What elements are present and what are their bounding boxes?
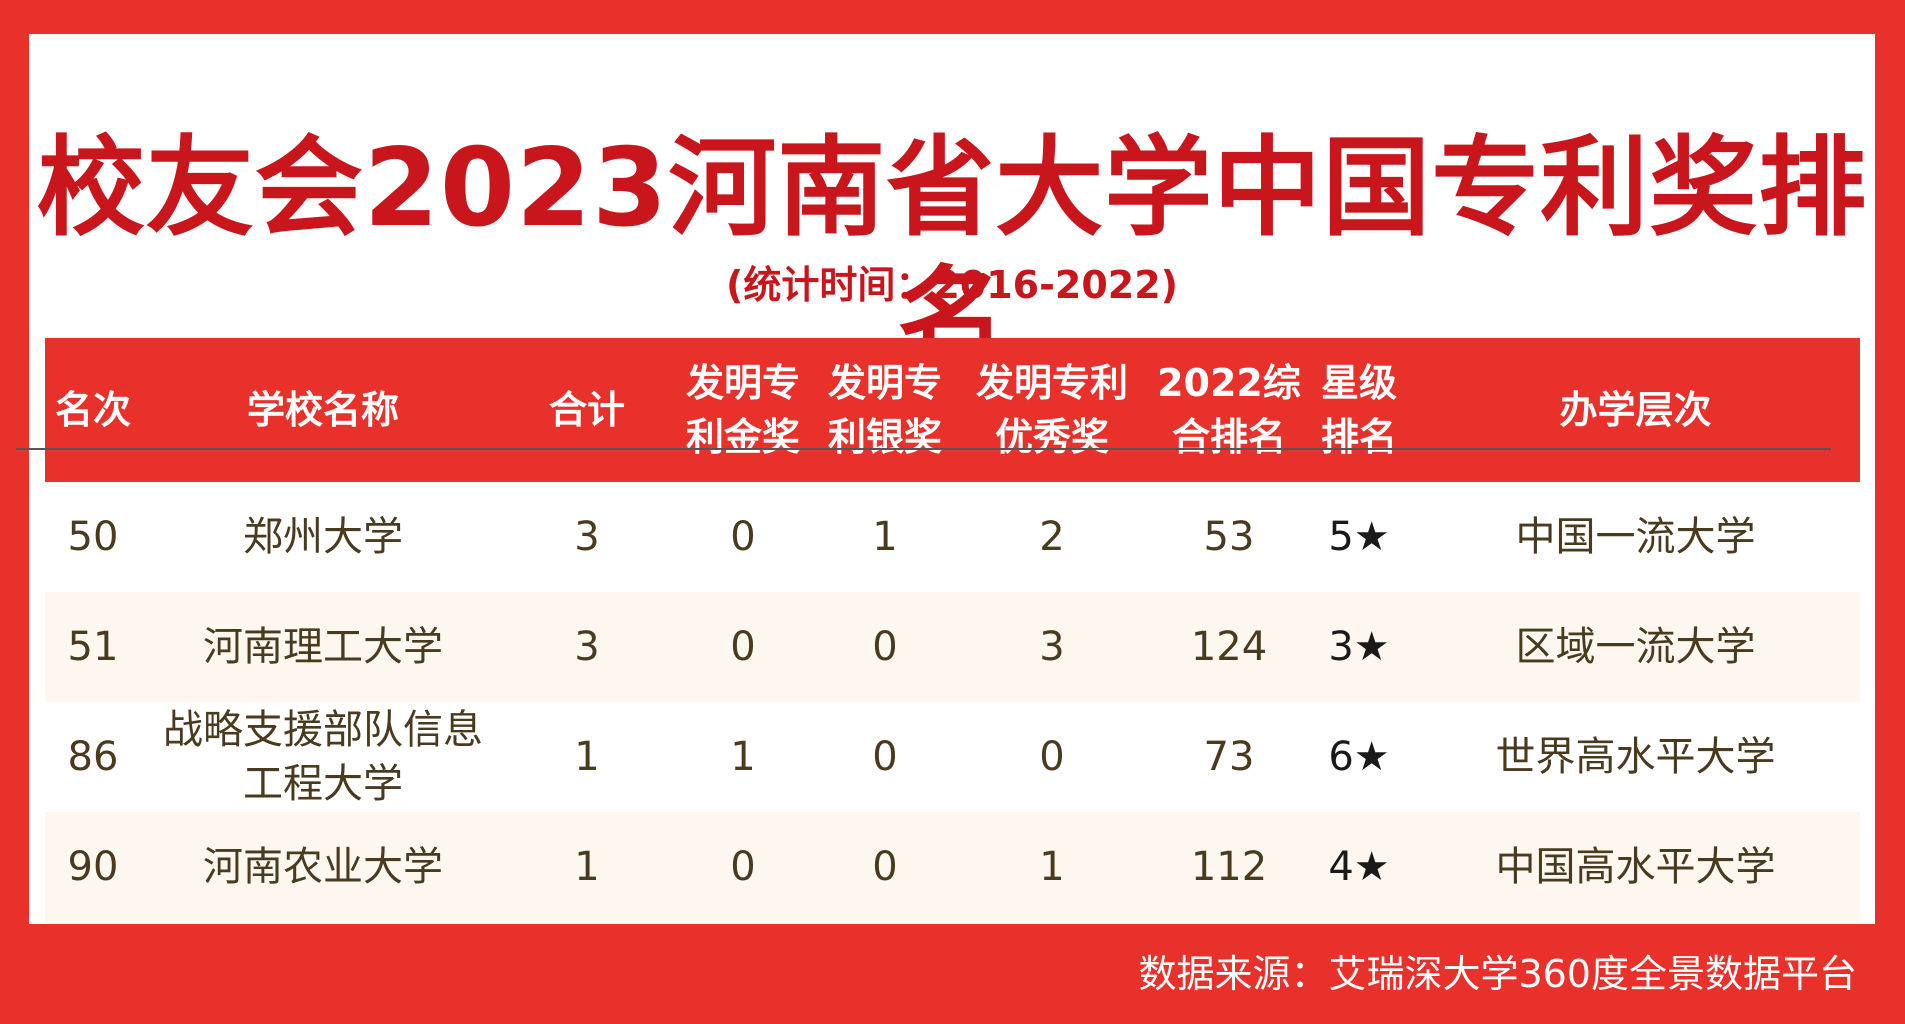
header-level-line-1: 办学层次 — [1559, 388, 1712, 432]
header-silver-line-2: 利银奖 — [827, 415, 942, 459]
header-excellent-line-1: 发明专利 — [975, 361, 1128, 405]
header-total: 合计 — [505, 338, 669, 482]
cell-silver: 0 — [872, 734, 898, 780]
cell-rank: 50 — [67, 514, 119, 560]
cell-school-name: 战略支援部队信息 工程大学 — [141, 702, 505, 812]
header-excellent: 发明专利 优秀奖 — [953, 338, 1151, 482]
cell-level: 区域一流大学 — [1515, 624, 1756, 670]
cell-level: 世界高水平大学 — [1495, 734, 1776, 780]
cell-rank: 86 — [67, 734, 119, 780]
cell-level: 中国一流大学 — [1515, 514, 1756, 560]
header-excellent-line-2: 优秀奖 — [994, 415, 1109, 459]
cell-excellent: 3 — [1039, 624, 1065, 670]
cell-overall-2022: 73 — [1203, 734, 1255, 780]
cell-total: 1 — [574, 734, 600, 780]
cell-gold: 0 — [730, 624, 756, 670]
cell-total: 3 — [574, 514, 600, 560]
header-star-line-2: 排名 — [1320, 415, 1397, 459]
ranking-table-wrap: 名次 学校名称 合计 发明专 利金奖 发明专 利银奖 发明专利 优秀奖 2022综 合排… — [45, 338, 1860, 922]
table-row: 86 战略支援部队信息 工程大学 1 1 0 0 73 6★ 世界高水平大学 — [45, 702, 1860, 812]
header-gold: 发明专 利金奖 — [669, 338, 817, 482]
cell-silver: 1 — [872, 514, 898, 560]
cell-excellent: 2 — [1039, 514, 1065, 560]
cell-gold: 0 — [730, 844, 756, 890]
content-panel: 校友会2023河南省大学中国专利奖排名 (统计时间：2016-2022) 名次 … — [29, 34, 1875, 924]
cell-star: 3★ — [1328, 624, 1390, 670]
header-gold-line-1: 发明专 — [685, 361, 800, 405]
cell-school-name: 郑州大学 — [141, 482, 505, 592]
page-title: 校友会2023河南省大学中国专利奖排名 — [36, 126, 1868, 381]
header-rank: 名次 — [45, 338, 141, 482]
table-row: 50 郑州大学 3 0 1 2 53 5★ 中国一流大学 — [45, 482, 1860, 592]
school-name-line: 战略支援部队信息 — [163, 707, 483, 753]
header-divider — [16, 448, 1831, 450]
cell-level: 中国高水平大学 — [1495, 844, 1776, 890]
cell-star: 6★ — [1328, 734, 1390, 780]
table-row: 90 河南农业大学 1 0 0 1 112 4★ 中国高水平大学 — [45, 812, 1860, 922]
cell-silver: 0 — [872, 624, 898, 670]
cell-overall-2022: 124 — [1190, 624, 1268, 670]
cell-total: 1 — [574, 844, 600, 890]
cell-star: 4★ — [1328, 844, 1390, 890]
data-source-footer: 数据来源：艾瑞深大学360度全景数据平台 — [1138, 952, 1857, 996]
table-header-row: 名次 学校名称 合计 发明专 利金奖 发明专 利银奖 发明专利 优秀奖 2022综 合排… — [45, 338, 1860, 482]
school-name-line: 工程大学 — [243, 761, 403, 807]
header-gold-line-2: 利金奖 — [685, 415, 800, 459]
school-name-line: 郑州大学 — [243, 514, 403, 560]
cell-silver: 0 — [872, 844, 898, 890]
cell-school-name: 河南农业大学 — [141, 812, 505, 922]
cell-star: 5★ — [1328, 514, 1390, 560]
school-name-line: 河南农业大学 — [203, 844, 443, 890]
cell-excellent: 1 — [1039, 844, 1065, 890]
header-overall-2022: 2022综合排名 — [1151, 338, 1307, 482]
cell-excellent: 0 — [1039, 734, 1065, 780]
school-name-line: 河南理工大学 — [203, 624, 443, 670]
header-silver: 发明专 利银奖 — [817, 338, 953, 482]
header-rank-line-1: 名次 — [54, 388, 131, 432]
header-school-name: 学校名称 — [141, 338, 505, 482]
cell-rank: 90 — [67, 844, 119, 890]
header-overall-line-1: 2022综 — [1157, 361, 1301, 405]
cell-school-name: 河南理工大学 — [141, 592, 505, 702]
table-row: 51 河南理工大学 3 0 0 3 124 3★ 区域一流大学 — [45, 592, 1860, 702]
header-overall-line-2: 合排名 — [1171, 415, 1286, 459]
header-star: 星级 排名 — [1307, 338, 1411, 482]
cell-gold: 1 — [730, 734, 756, 780]
cell-overall-2022: 112 — [1190, 844, 1268, 890]
header-school-name-line-1: 学校名称 — [246, 388, 399, 432]
header-star-line-1: 星级 — [1320, 361, 1397, 405]
cell-total: 3 — [574, 624, 600, 670]
cell-rank: 51 — [67, 624, 119, 670]
header-total-line-1: 合计 — [548, 388, 625, 432]
cell-gold: 0 — [730, 514, 756, 560]
ranking-table: 名次 学校名称 合计 发明专 利金奖 发明专 利银奖 发明专利 优秀奖 2022综 合排… — [45, 338, 1860, 922]
cell-overall-2022: 53 — [1203, 514, 1255, 560]
header-level: 办学层次 — [1411, 338, 1860, 482]
header-silver-line-1: 发明专 — [827, 361, 942, 405]
page-subtitle: (统计时间：2016-2022) — [725, 263, 1179, 307]
